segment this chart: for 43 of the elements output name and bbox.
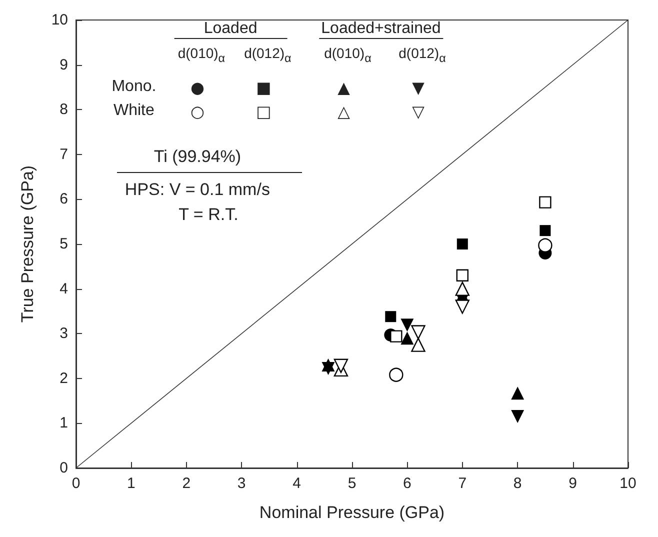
y-axis-title: True Pressure (GPa) [18,165,37,323]
x-tick-label: 0 [72,475,80,492]
annotation: ▲ [338,78,350,97]
x-tick-label: 6 [403,475,412,492]
x-tick-label: 2 [182,475,191,492]
y-tick-label: 2 [60,370,68,387]
annotation: Loaded+strained [319,20,443,39]
x-tick-label: 10 [620,475,636,492]
x-tick-label: 9 [568,475,577,492]
x-tick-label: 8 [513,475,522,492]
annotation: T = R.T. [178,205,238,225]
annotation: d(010)$_{α}$ [178,44,226,67]
annotation: Loaded [174,20,288,39]
annotation: ▽ [412,102,424,121]
x-tick-label: 3 [237,475,246,492]
annotation: d(012)$_{α}$ [398,44,446,67]
annotation: d(012)$_{α}$ [244,44,292,67]
annotation: HPS: V = 0.1 mm/s [124,180,270,200]
annotation: ▼ [412,78,424,97]
y-tick-label: 5 [60,236,68,252]
y-tick-label: 10 [51,12,68,28]
annotation: ■ [256,78,272,97]
annotation: Ti (99.94%) [154,147,242,167]
x-tick-label: 4 [292,475,301,492]
y-tick-label: 9 [60,56,68,74]
y-tick-label: 8 [60,101,68,118]
annotation: ○ [190,102,204,121]
annotation: □ [256,102,272,121]
x-tick-label: 1 [127,475,136,492]
y-tick-label: 1 [60,414,68,432]
x-axis-title: Nominal Pressure (GPa) [259,503,445,522]
y-tick-label: 4 [60,280,68,298]
annotation: White [114,102,154,120]
annotation: Mono. [112,78,156,96]
annotation: d(010)$_{α}$ [324,44,372,67]
x-tick-label: 7 [458,475,467,492]
annotation: △ [338,102,350,121]
y-tick-label: 7 [60,146,68,163]
y-tick-label: 0 [60,460,68,476]
y-tick-label: 6 [60,190,68,208]
annotation: ● [190,78,204,97]
x-tick-label: 5 [348,475,356,492]
y-tick-label: 3 [60,325,68,342]
